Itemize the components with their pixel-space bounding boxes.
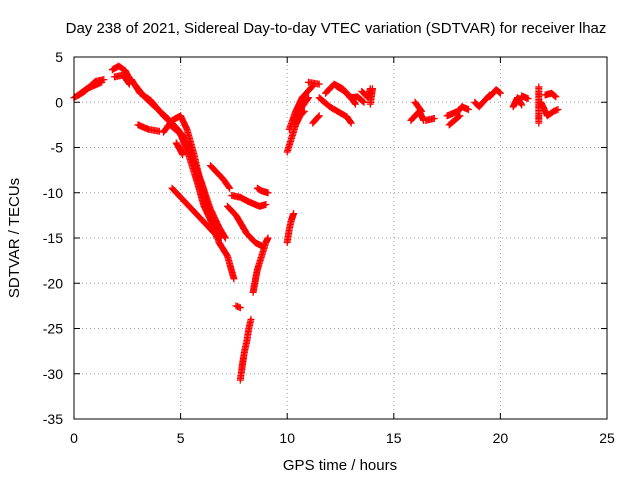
data-track (366, 85, 376, 108)
data-track (172, 139, 187, 159)
x-axis-label: GPS time / hours (283, 457, 397, 474)
data-track (228, 192, 270, 210)
data-track (168, 184, 225, 242)
data-track (166, 121, 221, 242)
x-tick-label: 20 (493, 430, 509, 446)
y-tick-label: -35 (43, 411, 63, 427)
x-tick-label: 25 (599, 430, 615, 446)
data-points (70, 62, 562, 384)
y-tick-label: 5 (55, 49, 63, 65)
y-tick-label: -20 (43, 275, 63, 291)
data-track (283, 107, 308, 156)
data-track (232, 302, 244, 312)
data-track (509, 94, 526, 111)
axis-ticks (73, 56, 608, 420)
y-tick-label: -15 (43, 230, 63, 246)
data-track (486, 86, 504, 101)
data-track (224, 202, 268, 251)
x-tick-label: 10 (279, 430, 295, 446)
data-track (309, 112, 323, 127)
chart-title: Day 238 of 2021, Sidereal Day-to-day VTE… (66, 20, 607, 37)
data-track (518, 92, 532, 103)
y-tick-label: 0 (55, 94, 63, 110)
data-track (236, 315, 255, 384)
data-track (249, 234, 272, 296)
data-track (305, 78, 323, 88)
y-axis-label: SDTVAR / TECUs (6, 178, 23, 298)
data-track (445, 112, 464, 129)
data-track (253, 184, 272, 197)
x-tick-label: 5 (177, 430, 185, 446)
data-track (315, 94, 355, 127)
data-track (411, 98, 425, 115)
data-track (541, 89, 560, 101)
y-tick-label: -25 (43, 321, 63, 337)
data-track (108, 62, 133, 83)
data-track (458, 103, 472, 113)
data-track (206, 162, 234, 192)
data-track (347, 93, 368, 106)
y-tick-labels: -35 -30 -25 -20 -15 -10 -5 0 5 (43, 49, 63, 427)
y-tick-label: -5 (51, 140, 64, 156)
data-track (290, 94, 312, 124)
x-tick-label: 0 (70, 430, 78, 446)
y-tick-label: -30 (43, 366, 63, 382)
data-track (537, 98, 562, 120)
x-tick-labels: 0 5 10 15 20 25 (70, 430, 615, 446)
y-tick-label: -10 (43, 185, 63, 201)
data-track (111, 71, 133, 88)
data-track (74, 78, 106, 99)
data-track (283, 210, 298, 246)
data-track (422, 115, 438, 124)
data-track (134, 121, 163, 135)
x-tick-label: 15 (386, 430, 402, 446)
